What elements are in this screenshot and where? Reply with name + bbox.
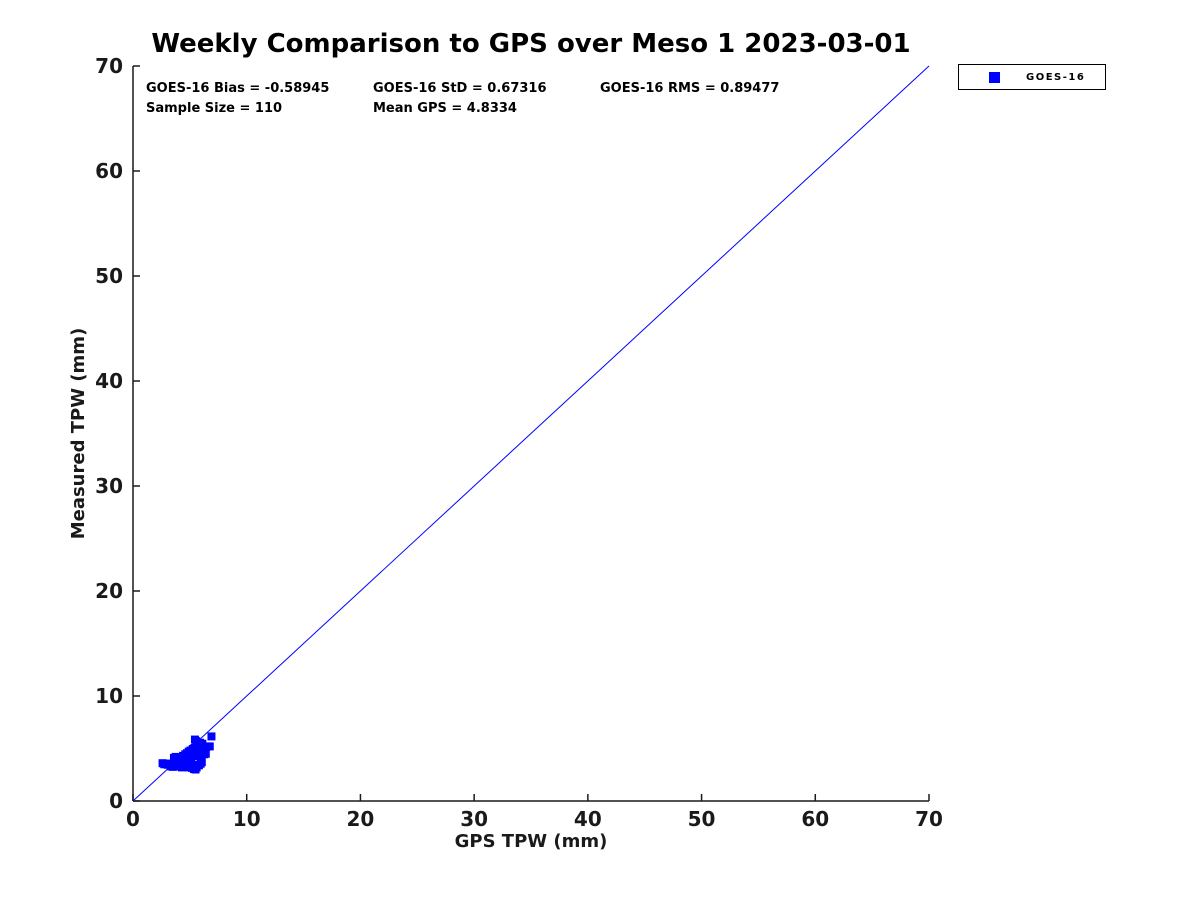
y-tick-label: 20: [95, 579, 123, 603]
y-tick-label: 30: [95, 474, 123, 498]
scatter-point: [205, 742, 214, 751]
scatter-point: [190, 735, 199, 744]
y-tick-label: 40: [95, 369, 123, 393]
x-tick-label: 20: [347, 807, 375, 831]
stat-mean-gps: Mean GPS = 4.8334: [373, 101, 517, 116]
scatter-point: [186, 760, 195, 769]
y-tick-label: 0: [109, 789, 123, 813]
y-tick-label: 50: [95, 264, 123, 288]
stat-sample-size: Sample Size = 110: [146, 101, 283, 116]
x-axis-label: GPS TPW (mm): [455, 831, 608, 852]
y-axis-label: Measured TPW (mm): [68, 328, 89, 540]
legend-series-label: GOES-16: [1026, 71, 1086, 83]
x-tick-label: 0: [126, 807, 140, 831]
legend-box: GOES-16: [958, 64, 1106, 90]
x-tick-label: 40: [574, 807, 602, 831]
x-tick-label: 70: [915, 807, 943, 831]
stat-std: GOES-16 StD = 0.67316: [373, 81, 547, 96]
y-tick-label: 70: [95, 54, 123, 78]
stat-rms: GOES-16 RMS = 0.89477: [600, 81, 780, 96]
x-tick-label: 60: [801, 807, 829, 831]
legend-marker-square-icon: [989, 71, 1000, 83]
stat-bias: GOES-16 Bias = -0.58945: [146, 81, 330, 96]
x-tick-label: 10: [233, 807, 261, 831]
y-tick-label: 10: [95, 684, 123, 708]
scatter-point: [201, 749, 210, 758]
chart-title: Weekly Comparison to GPS over Meso 1 202…: [151, 29, 911, 59]
scatter-point: [197, 758, 206, 767]
x-tick-label: 30: [460, 807, 488, 831]
scatter-point: [207, 732, 216, 741]
scatter-point: [171, 762, 180, 771]
identity-reference-line: [132, 65, 930, 802]
x-tick-label: 50: [688, 807, 716, 831]
y-tick-label: 60: [95, 159, 123, 183]
